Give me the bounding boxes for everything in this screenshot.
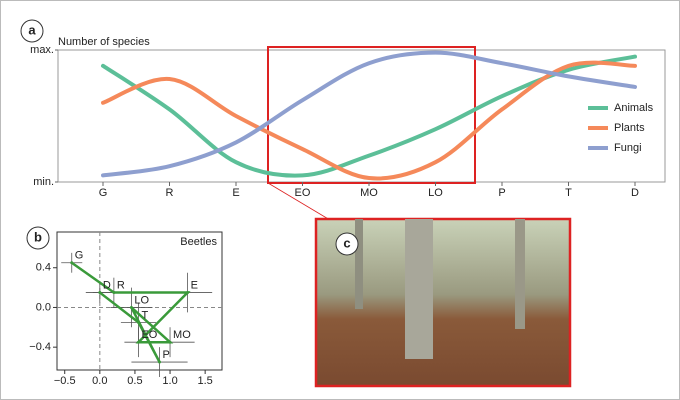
- x-tick-label: R: [166, 187, 174, 199]
- y-tick-label: −0.4: [29, 341, 51, 353]
- point: [130, 306, 133, 309]
- panel-label: a: [28, 22, 36, 37]
- point: [70, 261, 73, 264]
- y-tick-label: 0.0: [36, 301, 51, 313]
- point-label: LO: [134, 294, 149, 306]
- x-tick-label: EO: [295, 187, 311, 199]
- x-tick-label: MO: [360, 187, 378, 199]
- point: [158, 361, 161, 364]
- x-tick-label: P: [498, 187, 505, 199]
- point: [98, 291, 101, 294]
- point-label: G: [75, 250, 84, 262]
- legend-label: Plants: [614, 122, 645, 134]
- point-label: MO: [173, 329, 191, 341]
- panel-label: b: [34, 229, 42, 244]
- x-tick-label: LO: [428, 187, 443, 199]
- panel-label: c: [343, 235, 350, 250]
- legend-label: Animals: [614, 102, 654, 114]
- chart-title: Beetles: [180, 236, 217, 248]
- y-axis-label: Number of species: [58, 36, 150, 48]
- x-tick-label: 0.0: [92, 375, 107, 387]
- x-tick-label: D: [631, 187, 639, 199]
- highlight-box: [268, 47, 475, 183]
- x-tick-label: 1.5: [198, 375, 213, 387]
- x-tick-label: G: [99, 187, 108, 199]
- point: [186, 291, 189, 294]
- y-tick-label: min.: [33, 176, 54, 188]
- x-tick-label: E: [232, 187, 239, 199]
- point-label: D: [103, 279, 111, 291]
- figure: a Number of species b Beetles c min. max.…: [0, 0, 680, 400]
- x-tick-label: 0.5: [127, 375, 142, 387]
- point: [137, 341, 140, 344]
- x-tick-label: 1.0: [162, 375, 177, 387]
- tree-trunk: [405, 219, 433, 359]
- point-label: P: [163, 349, 170, 361]
- legend-label: Fungi: [614, 142, 642, 154]
- point-label: E: [191, 279, 198, 291]
- point: [137, 321, 140, 324]
- point-label: R: [117, 279, 125, 291]
- point: [169, 341, 172, 344]
- point-label: EO: [141, 329, 157, 341]
- point: [112, 291, 115, 294]
- x-tick-label: −0.5: [54, 375, 76, 387]
- point-label: T: [141, 309, 148, 321]
- y-tick-label: max.: [30, 44, 54, 56]
- tree-trunk: [355, 219, 363, 309]
- tree-trunk: [515, 219, 525, 329]
- y-tick-label: 0.4: [36, 262, 51, 274]
- x-tick-label: T: [565, 187, 572, 199]
